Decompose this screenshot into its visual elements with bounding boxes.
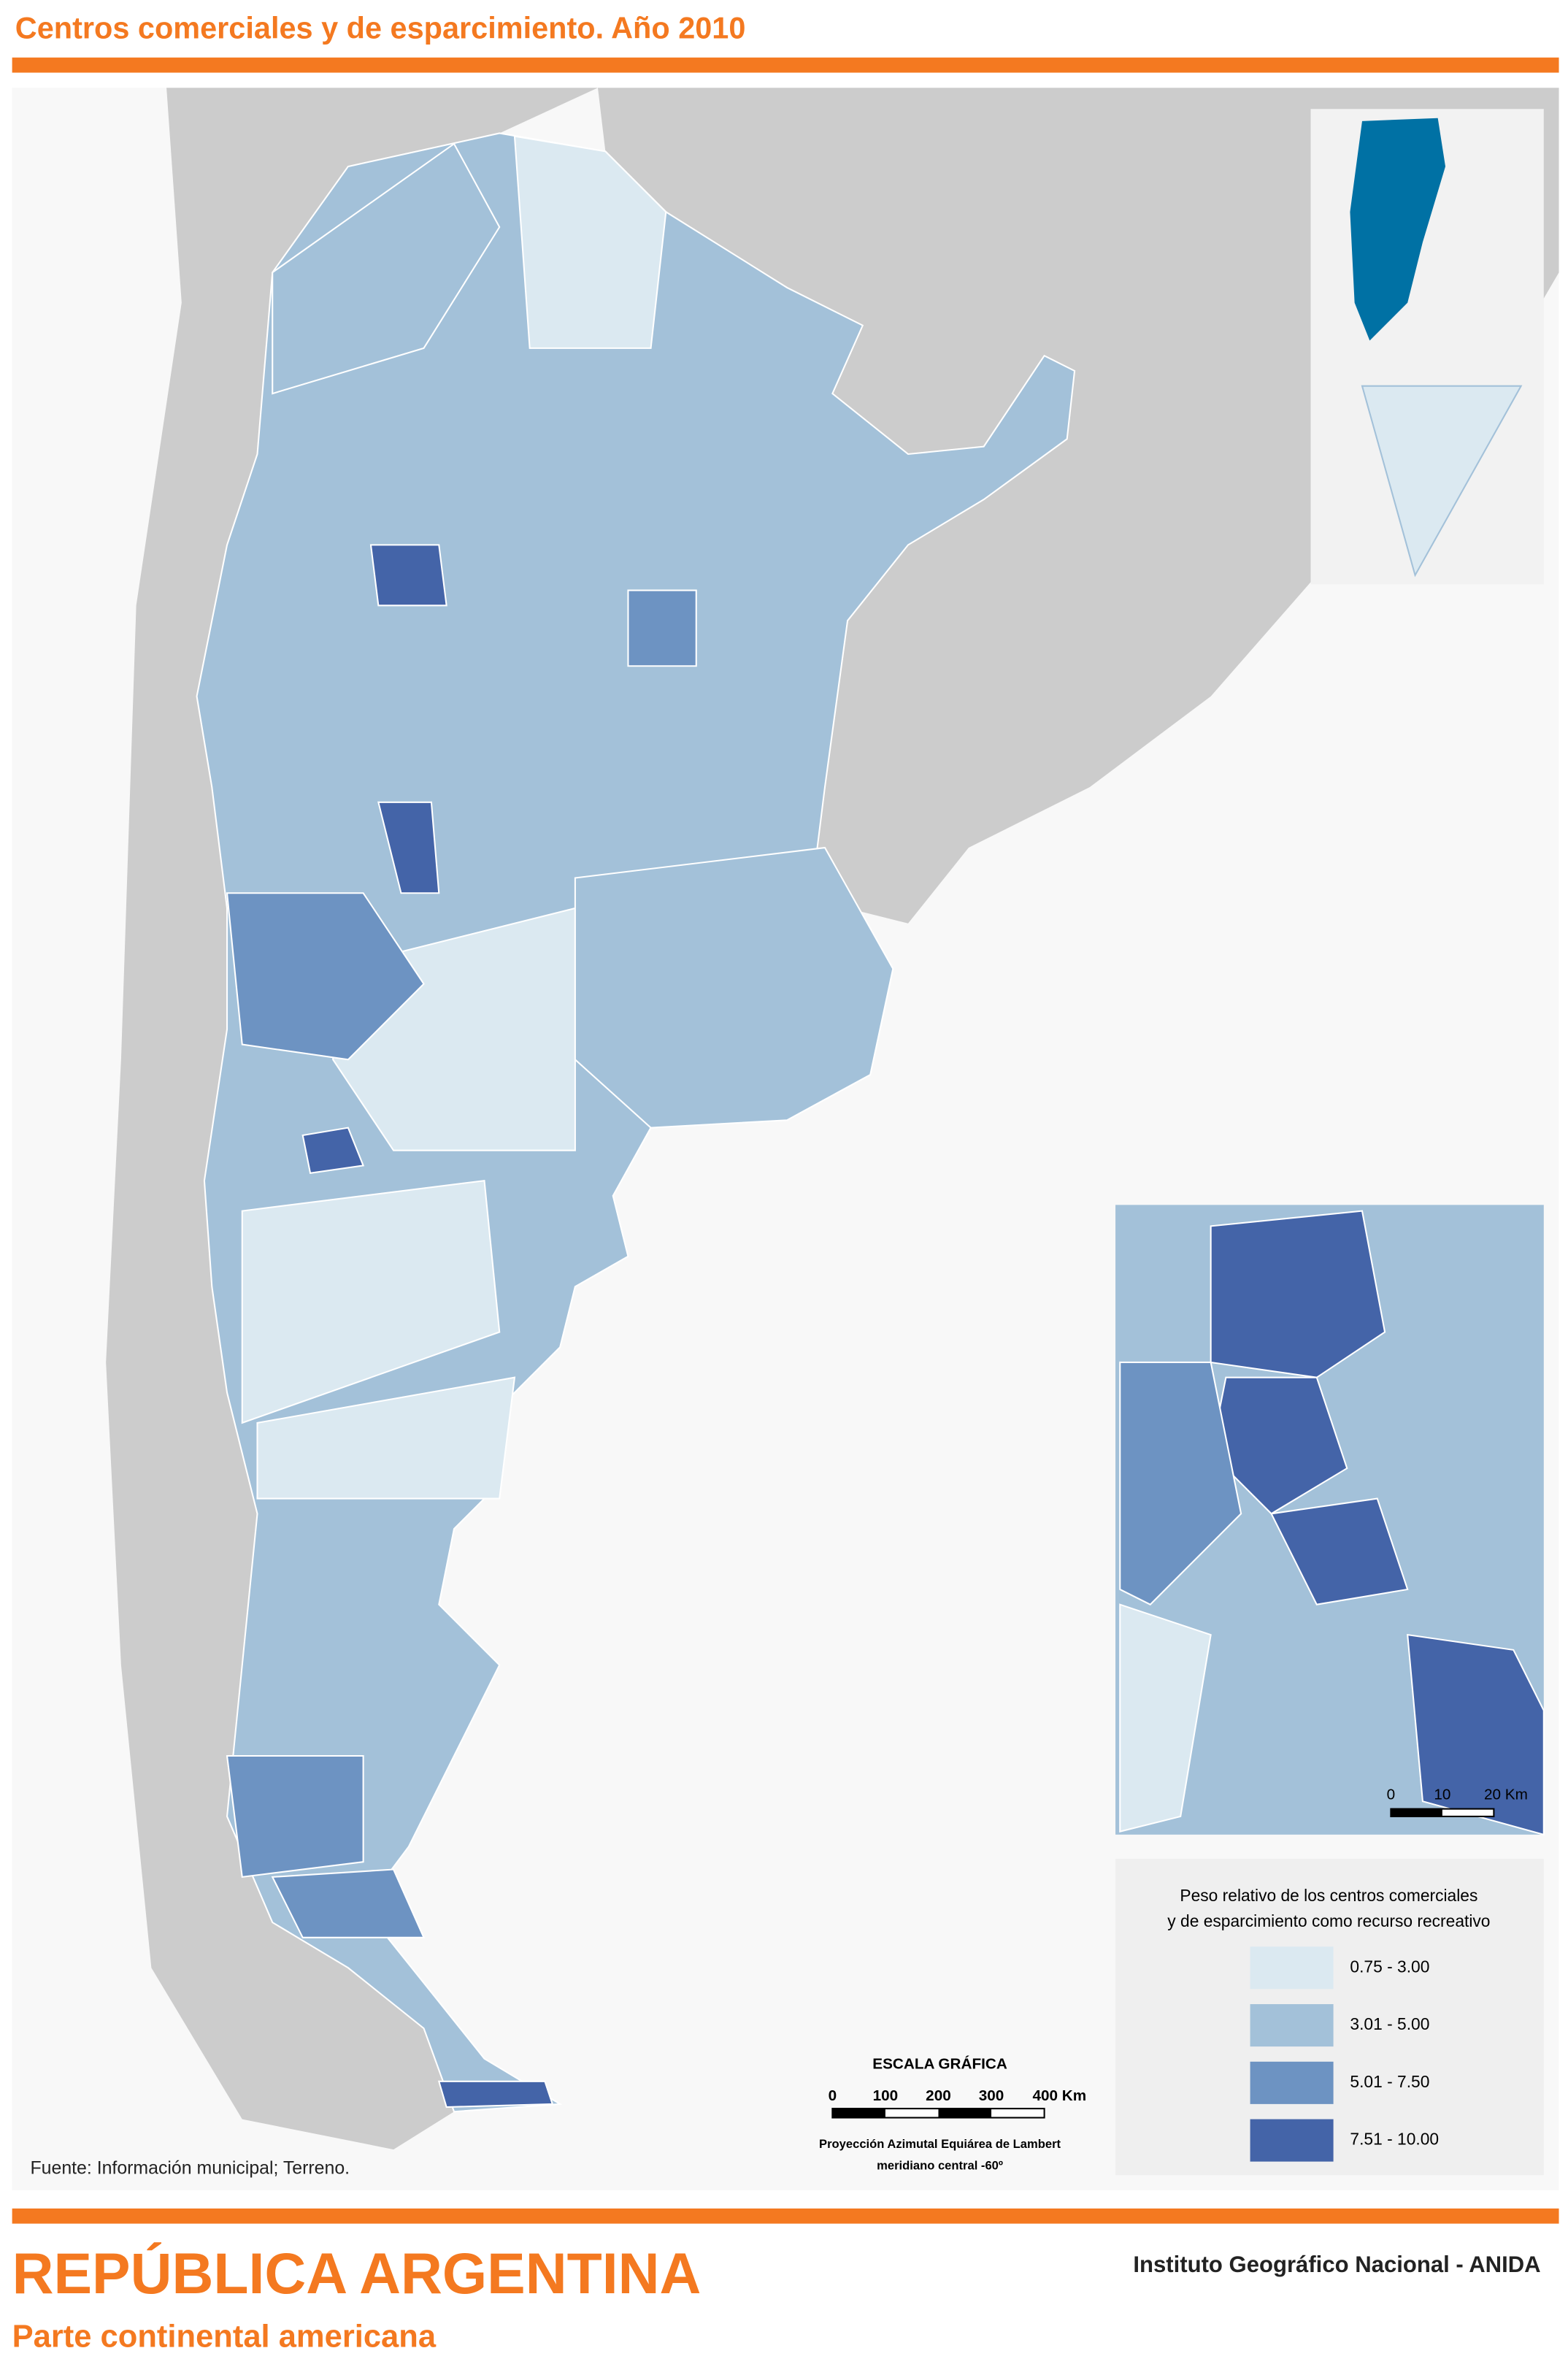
region <box>627 589 697 667</box>
region <box>226 892 425 1061</box>
region <box>256 1376 516 1500</box>
inset-region <box>1119 1603 1212 1833</box>
locator-antarctica <box>1361 385 1523 578</box>
title: Centros comerciales y de esparcimiento. … <box>15 10 746 45</box>
scale-tick-label: 200 <box>926 2087 951 2104</box>
header-bar <box>12 57 1559 73</box>
inset-scale-tick-label: 20 Km <box>1484 1786 1528 1803</box>
legend-label: 3.01 - 5.00 <box>1350 2014 1429 2033</box>
legend-label: 5.01 - 7.50 <box>1350 2072 1429 2091</box>
legend-title: y de esparcimiento como recurso recreati… <box>1167 1911 1490 1930</box>
neighbor-west <box>12 88 598 2150</box>
legend-label: 7.51 - 10.00 <box>1350 2130 1439 2149</box>
region <box>513 135 667 349</box>
inset-region <box>1210 1210 1386 1378</box>
region <box>301 1127 365 1174</box>
legend-swatch <box>1250 2119 1334 2162</box>
scale-tick-label: 300 <box>979 2087 1004 2104</box>
scale-tick-label: 400 Km <box>1032 2087 1086 2104</box>
inset-region <box>1119 1361 1242 1605</box>
legend-swatch <box>1250 2061 1334 2104</box>
legend-swatch <box>1250 1946 1334 1990</box>
projection: meridiano central -60º <box>877 2158 1003 2172</box>
argentina <box>196 132 1076 2113</box>
region <box>226 1754 364 1879</box>
scale-tick-label: 0 <box>829 2087 837 2104</box>
footer-title: REPÚBLICA ARGENTINA <box>12 2241 702 2306</box>
region <box>241 1180 501 1424</box>
legend-label: 0.75 - 3.00 <box>1350 1957 1429 1976</box>
footer-subtitle: Parte continental americana <box>12 2320 437 2355</box>
source: Fuente: Información municipal; Terreno. <box>30 2158 350 2179</box>
locator-argentina <box>1350 118 1446 341</box>
region <box>574 846 894 1129</box>
inset-region <box>1270 1497 1409 1605</box>
agency: Instituto Geográfico Nacional - ANIDA <box>1133 2252 1540 2277</box>
region <box>369 544 447 607</box>
region <box>377 801 440 894</box>
projection: Proyección Azimutal Equiárea de Lambert <box>819 2137 1061 2151</box>
scale-bar <box>938 2109 992 2118</box>
footer-bar <box>12 2208 1559 2224</box>
inset-scale-tick-label: 10 <box>1434 1786 1450 1803</box>
region <box>272 142 501 395</box>
legend-swatch <box>1250 2004 1334 2047</box>
scale-title: ESCALA GRÁFICA <box>872 2055 1007 2072</box>
scale-bar <box>832 2109 885 2118</box>
legend-title: Peso relativo de los centros comerciales <box>1180 1886 1477 1905</box>
inset-region <box>1407 1633 1545 1836</box>
inset-scale-bar <box>1391 1808 1442 1816</box>
region <box>271 1868 426 1938</box>
region <box>437 2080 554 2109</box>
inset-scale-tick-label: 0 <box>1387 1786 1396 1803</box>
scale-tick-label: 100 <box>873 2087 899 2104</box>
